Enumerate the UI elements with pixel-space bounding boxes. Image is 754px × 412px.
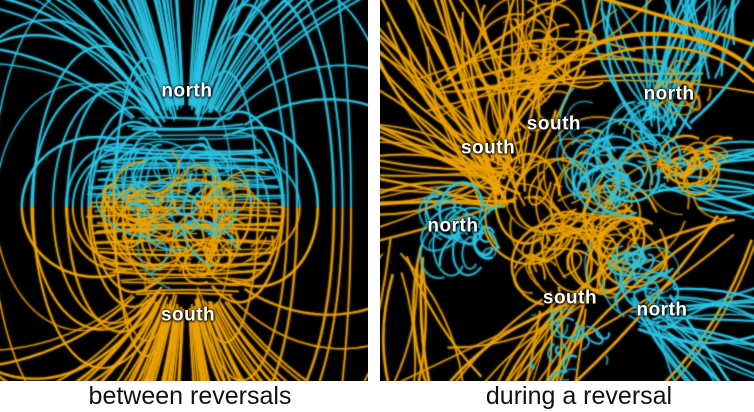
caption-during-a-reversal: during a reversal	[485, 382, 673, 410]
panel-during-a-reversal: north south south north south north	[380, 0, 754, 381]
caption-row: between reversals during a reversal	[0, 381, 754, 412]
reversal-field-canvas	[380, 0, 754, 381]
panel-row: north south north south south north south nort…	[0, 0, 754, 381]
dipole-field-canvas	[0, 0, 368, 381]
panel-between-reversals: north south	[0, 0, 368, 381]
caption-between-reversals: between reversals	[88, 382, 292, 410]
